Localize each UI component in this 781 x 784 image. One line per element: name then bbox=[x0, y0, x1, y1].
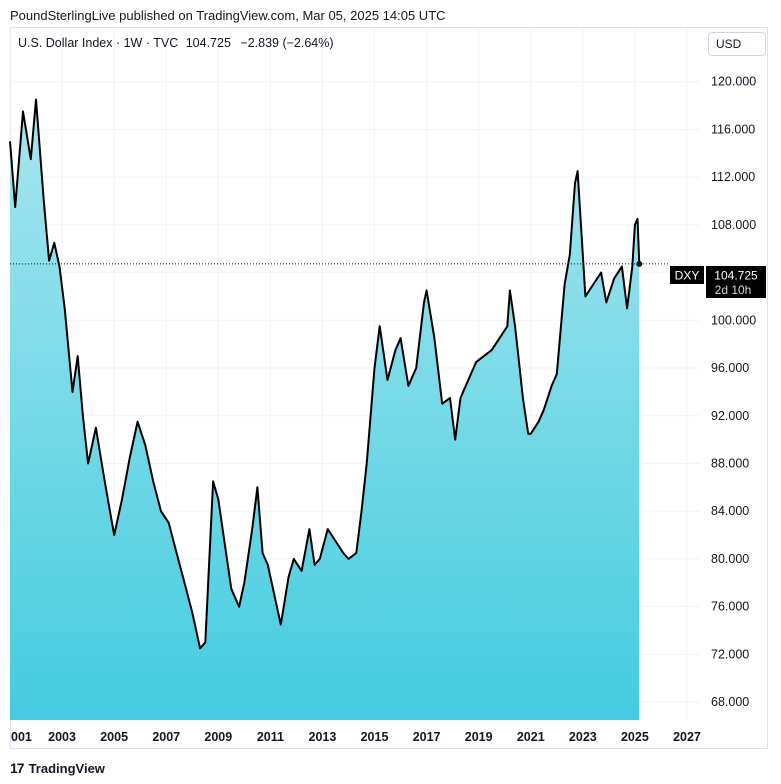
legend-change: −2.839 (−2.64%) bbox=[240, 36, 334, 50]
legend-title: U.S. Dollar Index · 1W · TVC bbox=[18, 36, 179, 50]
price-axis[interactable]: 120.000116.000112.000108.000104.000100.0… bbox=[711, 75, 756, 709]
x-tick-label: 2015 bbox=[361, 730, 389, 744]
time-axis[interactable]: 001 2003 2005 2007 2009 2011 2013 2015 2017 2019 2… bbox=[11, 730, 701, 744]
last-price-label: 104.725 bbox=[714, 269, 758, 283]
symbol-legend[interactable]: U.S. Dollar Index · 1W · TVC 104.725 −2.… bbox=[18, 36, 334, 50]
y-tick-label: 96.000 bbox=[711, 361, 749, 375]
y-tick-label: 100.000 bbox=[711, 313, 756, 327]
symbol-tag: DXY bbox=[675, 269, 700, 283]
y-tick-label: 116.000 bbox=[711, 122, 755, 136]
y-tick-label: 80.000 bbox=[711, 552, 749, 566]
y-tick-label: 72.000 bbox=[711, 647, 749, 661]
brand-name: TradingView bbox=[28, 760, 105, 776]
symbol-tag-bg bbox=[670, 266, 704, 284]
x-tick-label: 2009 bbox=[204, 730, 232, 744]
value-tag-bg bbox=[706, 266, 766, 298]
y-tick-label: 92.000 bbox=[711, 409, 749, 423]
x-tick-label: 2005 bbox=[100, 730, 128, 744]
bar-countdown-label: 2d 10h bbox=[715, 283, 752, 297]
x-tick-label: 2023 bbox=[569, 730, 597, 744]
price-tag: DXY 104.725 2d 10h bbox=[670, 266, 766, 298]
x-tick-label: 2011 bbox=[257, 730, 284, 744]
x-tick-label: 2027 bbox=[673, 730, 701, 744]
x-tick-label: 2017 bbox=[413, 730, 441, 744]
y-tick-label: 88.000 bbox=[711, 456, 749, 470]
y-tick-label: 108.000 bbox=[711, 218, 756, 232]
x-tick-label: 2013 bbox=[309, 730, 337, 744]
x-tick-label: 001 bbox=[11, 730, 32, 744]
x-tick-label: 2003 bbox=[48, 730, 76, 744]
y-tick-label: 84.000 bbox=[711, 504, 749, 518]
x-tick-label: 2021 bbox=[517, 730, 545, 744]
y-tick-label: 112.000 bbox=[711, 170, 755, 184]
y-tick-label: 76.000 bbox=[711, 600, 749, 614]
y-tick-label: 68.000 bbox=[711, 695, 749, 709]
price-line bbox=[9, 98, 641, 650]
x-tick-label: 2025 bbox=[621, 730, 649, 744]
tradingview-logo-icon: 17 bbox=[10, 760, 25, 776]
x-tick-label: 2007 bbox=[152, 730, 180, 744]
currency-button[interactable]: USD bbox=[708, 32, 766, 56]
x-tick-label: 2019 bbox=[465, 730, 493, 744]
legend-last: 104.725 bbox=[185, 36, 231, 50]
footer-brand[interactable]: 17 TradingView bbox=[10, 760, 105, 776]
price-area-fill bbox=[10, 99, 640, 721]
last-price-dot bbox=[636, 260, 643, 267]
publisher-line: PoundSterlingLive published on TradingVi… bbox=[10, 8, 446, 23]
y-tick-label: 120.000 bbox=[711, 75, 756, 89]
